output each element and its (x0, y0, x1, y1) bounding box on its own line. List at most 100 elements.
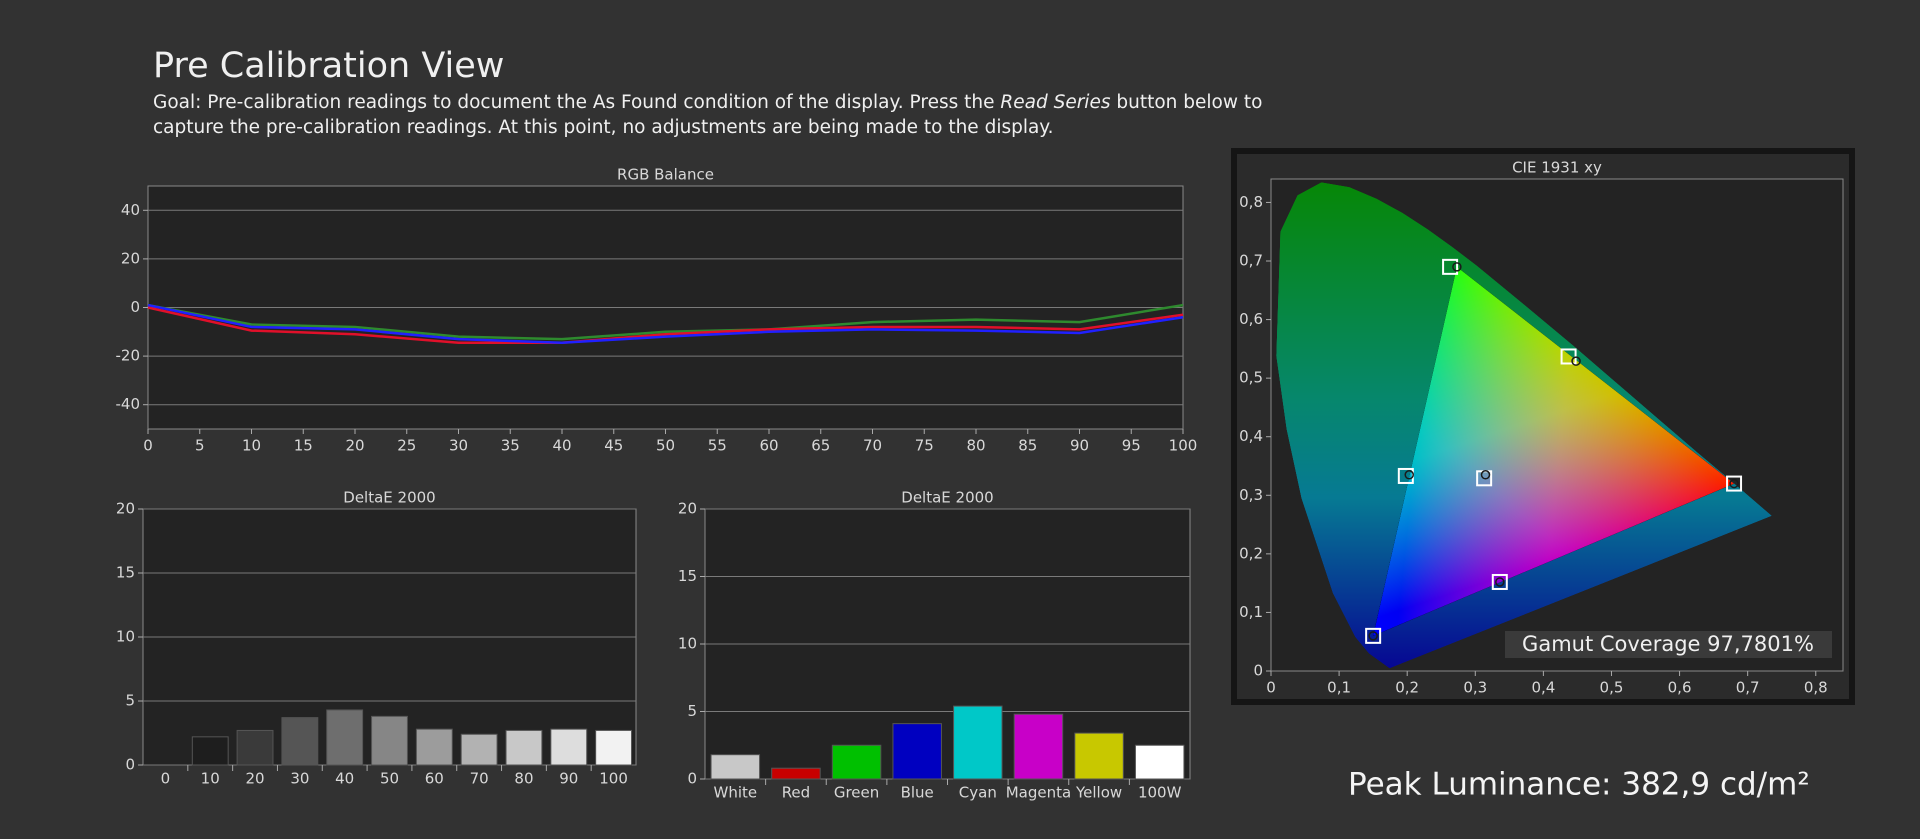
x-tick-label: Green (834, 784, 879, 802)
bar (460, 733, 498, 766)
y-tick-label: 20 (121, 249, 140, 267)
x-tick-label: 60 (759, 437, 778, 455)
y-tick-label: 0 (687, 770, 697, 788)
bar (892, 723, 942, 780)
x-tick-label: 0 (1266, 679, 1276, 697)
bar (191, 736, 229, 766)
bar (236, 729, 274, 766)
x-tick-label: 40 (552, 437, 571, 455)
x-tick-label: 0,6 (1668, 679, 1692, 697)
x-tick-label: 15 (294, 437, 313, 455)
bar (831, 744, 882, 780)
y-tick-label: 0,1 (1239, 603, 1263, 621)
x-tick-label: 95 (1122, 437, 1141, 455)
x-tick-label: 35 (501, 437, 520, 455)
bar (505, 729, 543, 766)
x-tick-label: 5 (195, 437, 205, 455)
x-tick-label: White (714, 784, 758, 802)
measured-marker (1729, 478, 1739, 489)
bar (1134, 744, 1185, 780)
x-tick-label: 20 (345, 437, 364, 455)
x-tick-label: 0,8 (1804, 679, 1828, 697)
x-tick-label: 0 (143, 437, 153, 455)
x-tick-label: 0,5 (1600, 679, 1624, 697)
y-tick-label: 20 (116, 500, 135, 518)
x-tick-label: 50 (656, 437, 675, 455)
gamut-coverage: Gamut Coverage 97,7801% (1522, 632, 1814, 656)
chart-title: DeltaE 2000 (901, 489, 993, 507)
x-tick-label: 80 (514, 770, 533, 788)
series-line (147, 303, 1184, 344)
y-tick-label: 0,4 (1239, 427, 1263, 445)
y-tick-label: 0,6 (1239, 310, 1263, 328)
x-tick-label: 0,4 (1531, 679, 1555, 697)
x-tick-label: 55 (708, 437, 727, 455)
bar (281, 717, 319, 766)
x-tick-label: 10 (201, 770, 220, 788)
x-tick-label: 90 (1070, 437, 1089, 455)
goal-emphasis: Read Series (1000, 92, 1111, 113)
goal-text: Goal: Pre-calibration readings to docume… (153, 90, 1293, 140)
measured-marker (1404, 470, 1414, 480)
measured-marker (1495, 577, 1505, 587)
target-marker (1365, 627, 1382, 644)
gamut-channel (1373, 266, 1735, 636)
x-tick-label: 45 (604, 437, 623, 455)
x-tick-label: 10 (242, 437, 261, 455)
y-tick-label: 15 (678, 567, 697, 585)
x-tick-label: 30 (449, 437, 468, 455)
y-tick-label: 0 (125, 756, 135, 774)
x-tick-label: 0 (161, 770, 171, 788)
measured-marker (1368, 631, 1378, 641)
x-tick-label: Yellow (1075, 784, 1122, 802)
y-tick-label: 0,7 (1239, 252, 1263, 270)
y-tick-label: 0,8 (1239, 193, 1263, 211)
y-tick-label: 0 (1253, 662, 1263, 680)
bar (415, 728, 453, 766)
y-tick-label: 0 (130, 298, 140, 316)
y-tick-label: 10 (678, 635, 697, 653)
x-tick-label: 30 (290, 770, 309, 788)
bar (710, 754, 761, 780)
x-tick-label: 0,1 (1327, 679, 1351, 697)
goal-part: button below to capture the pre-calibrat… (153, 92, 1263, 138)
bar (1013, 713, 1064, 780)
x-tick-label: 80 (966, 437, 985, 455)
gamut-box (1505, 631, 1832, 658)
target-marker (1442, 258, 1459, 275)
bar (326, 709, 364, 766)
x-tick-label: 0,3 (1463, 679, 1487, 697)
bar (550, 728, 588, 766)
y-tick-label: 10 (116, 628, 135, 646)
x-tick-label: Blue (901, 784, 934, 802)
y-tick-label: -20 (116, 347, 141, 365)
y-tick-label: 5 (687, 702, 697, 720)
target-marker (1726, 475, 1743, 492)
x-tick-label: 100 (1169, 437, 1198, 455)
x-tick-label: 70 (863, 437, 882, 455)
series-line (147, 303, 1184, 341)
x-tick-label: 100 (599, 770, 628, 788)
x-tick-label: 25 (397, 437, 416, 455)
y-tick-label: 40 (121, 201, 140, 219)
x-tick-label: 70 (470, 770, 489, 788)
x-tick-label: 75 (915, 437, 934, 455)
gamut-triangle (1373, 266, 1735, 636)
x-tick-label: 40 (335, 770, 354, 788)
x-tick-label: 65 (811, 437, 830, 455)
target-marker (1491, 573, 1508, 590)
x-tick-label: 90 (559, 770, 578, 788)
measured-marker (1452, 262, 1462, 272)
bar (595, 729, 633, 766)
chart-title: DeltaE 2000 (343, 489, 435, 507)
x-tick-label: 50 (380, 770, 399, 788)
bar (1074, 732, 1124, 780)
y-tick-label: 20 (678, 500, 697, 518)
goal-part: Goal: Pre-calibration readings to docume… (153, 92, 1001, 113)
chart-title: CIE 1931 xy (1512, 159, 1602, 177)
y-tick-label: 0,3 (1239, 486, 1263, 504)
x-tick-label: 20 (245, 770, 264, 788)
x-tick-label: 0,7 (1736, 679, 1760, 697)
y-tick-label: 0,2 (1239, 544, 1263, 562)
